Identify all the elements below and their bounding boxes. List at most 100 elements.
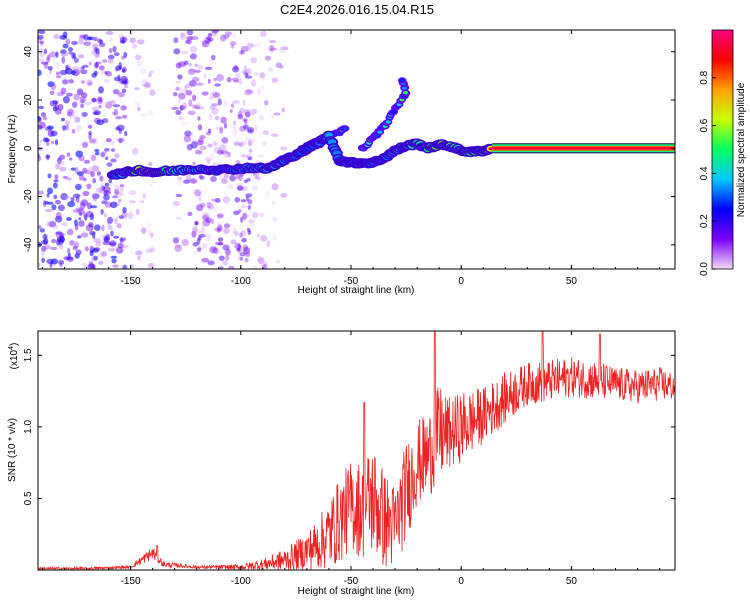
noise-speck: [55, 231, 63, 238]
noise-speck: [211, 30, 220, 34]
noise-speck: [203, 73, 207, 80]
y-tick-label: 1.0: [23, 419, 34, 433]
noise-speck: [188, 68, 196, 75]
noise-speck: [54, 199, 61, 205]
noise-speck: [141, 79, 148, 86]
noise-speck: [260, 234, 268, 242]
noise-speck: [115, 191, 124, 197]
noise-speck: [62, 125, 66, 131]
noise-speck: [117, 199, 122, 203]
noise-speck: [194, 189, 201, 197]
noise-speck: [173, 37, 179, 44]
noise-speck: [237, 209, 242, 213]
noise-speck: [67, 201, 75, 208]
noise-speck: [45, 208, 53, 213]
noise-speck: [56, 71, 60, 76]
noise-speck: [84, 213, 88, 221]
noise-speck: [198, 233, 206, 238]
noise-speck: [217, 149, 224, 155]
noise-speck: [128, 190, 137, 196]
noise-speck: [90, 171, 94, 176]
noise-speck: [214, 248, 221, 255]
noise-speck: [202, 219, 211, 227]
noise-speck: [233, 141, 241, 146]
noise-speck: [204, 156, 212, 163]
noise-speck: [229, 266, 233, 269]
noise-speck: [132, 147, 139, 155]
noise-speck: [92, 111, 99, 116]
noise-speck: [78, 37, 84, 45]
noise-speck: [245, 89, 254, 94]
noise-speck: [187, 211, 193, 217]
noise-speck: [77, 235, 82, 239]
noise-speck: [149, 232, 154, 238]
noise-speck: [116, 223, 122, 229]
noise-speck: [232, 33, 238, 38]
noise-speck: [41, 61, 48, 65]
noise-speck: [231, 43, 235, 49]
noise-speck: [71, 66, 80, 71]
noise-speck: [201, 38, 207, 43]
noise-speck: [179, 105, 184, 111]
noise-speck: [120, 80, 128, 85]
noise-speck: [242, 99, 246, 107]
noise-speck: [113, 76, 121, 82]
noise-speck: [60, 49, 67, 54]
noise-speck: [86, 202, 92, 210]
y-tick-label: 0.5: [23, 491, 34, 505]
noise-speck: [185, 39, 189, 45]
noise-speck: [187, 110, 196, 116]
x-tick-label: -50: [344, 576, 359, 587]
noise-speck: [180, 120, 189, 126]
noise-speck: [207, 143, 213, 148]
noise-speck: [240, 154, 249, 158]
noise-speck: [272, 216, 278, 223]
noise-speck: [85, 40, 92, 48]
noise-speck: [96, 171, 101, 176]
noise-speck: [204, 66, 213, 70]
noise-speck: [269, 49, 274, 54]
colorbar-label: Normalized spectral amplitude: [736, 82, 747, 217]
noise-speck: [62, 43, 69, 49]
noise-speck: [101, 200, 108, 205]
noise-speck: [66, 152, 71, 157]
noise-speck: [80, 199, 89, 207]
noise-speck: [218, 173, 226, 180]
noise-speck: [66, 92, 73, 97]
noise-speck: [223, 223, 231, 229]
noise-speck: [273, 112, 281, 116]
noise-speck: [224, 172, 229, 179]
noise-speck: [90, 170, 95, 178]
noise-speck: [47, 129, 55, 137]
rising-branch-point: [385, 120, 391, 124]
noise-speck: [114, 189, 120, 195]
noise-speck: [147, 222, 151, 229]
noise-speck: [232, 66, 240, 73]
noise-speck: [95, 61, 99, 69]
noise-speck: [262, 130, 269, 135]
noise-speck: [105, 101, 113, 109]
rising-branch-point: [402, 90, 409, 95]
noise-speck: [201, 225, 206, 234]
noise-speck: [76, 88, 84, 96]
noise-speck: [280, 46, 289, 51]
noise-speck: [58, 238, 64, 246]
noise-speck: [132, 43, 138, 49]
noise-speck: [210, 91, 218, 99]
noise-speck: [74, 116, 81, 123]
noise-speck: [239, 125, 246, 132]
noise-speck: [256, 154, 265, 158]
noise-speck: [281, 107, 285, 113]
spectrogram-panel: -150 -100 -50 0 50 -40 -20 0 20 40 Height of str…: [7, 29, 676, 296]
noise-speck: [68, 109, 75, 117]
noise-speck: [43, 244, 52, 250]
noise-speck: [82, 211, 87, 219]
noise-speck: [206, 201, 212, 209]
noise-speck: [116, 137, 125, 143]
spectrogram-y-ticks: -40 -20 0 20 40: [23, 46, 675, 252]
noise-speck: [85, 210, 94, 218]
snr-scale-exponent: 4: [8, 346, 15, 350]
noise-speck: [194, 69, 201, 74]
noise-speck: [210, 218, 215, 225]
noise-speck: [242, 124, 249, 130]
